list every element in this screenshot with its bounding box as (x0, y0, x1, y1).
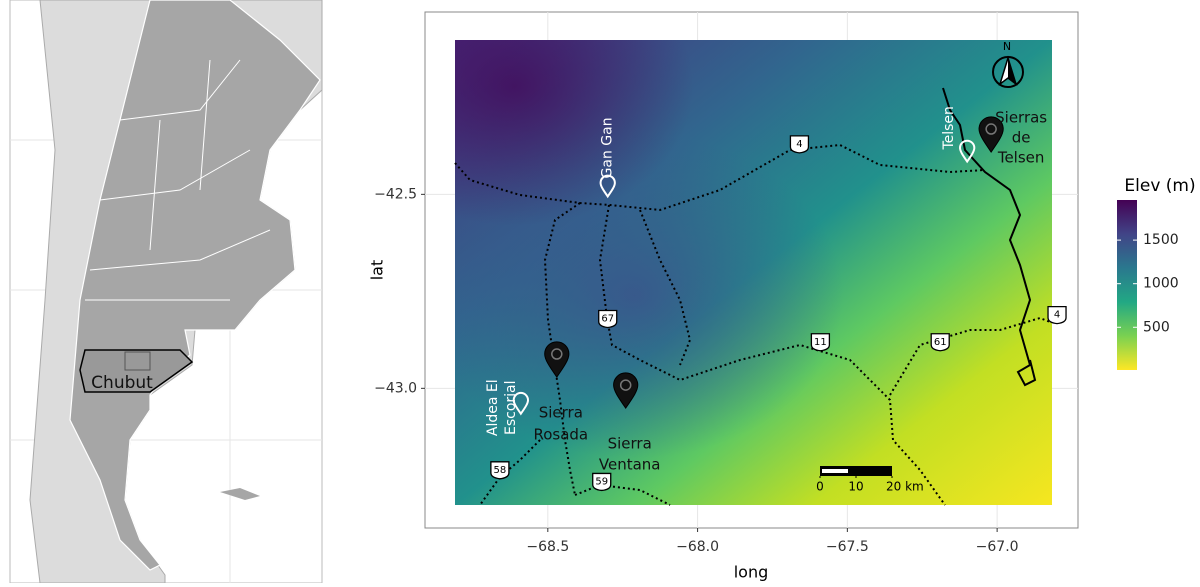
peak-label: Rosada (533, 426, 588, 444)
peak-label: Ventana (599, 456, 661, 474)
x-tick-label: −67.0 (976, 539, 1019, 555)
route-label: 4 (1054, 310, 1060, 321)
route-label: 4 (796, 139, 802, 150)
route-label: 61 (934, 337, 947, 348)
y-axis-title: lat (368, 260, 387, 281)
inset-label: Chubut (91, 373, 153, 393)
route-label: 67 (601, 313, 614, 324)
legend-label: 1500 (1143, 232, 1179, 248)
scale-label: 20 km (886, 480, 924, 494)
place-label: Gan Gan (600, 117, 616, 178)
peak-label: Sierras (995, 109, 1047, 127)
scale-bar-segment (822, 469, 848, 473)
route-label: 11 (814, 337, 827, 348)
inset-map (10, 0, 322, 583)
y-tick-label: −42.5 (374, 186, 417, 202)
scale-label: 10 (848, 480, 863, 494)
legend-bar (1117, 200, 1137, 370)
legend-title: Elev (m) (1124, 176, 1195, 196)
y-tick-label: −43.0 (374, 380, 417, 396)
place-label: Aldea El (485, 379, 501, 436)
north-label: N (1003, 40, 1011, 53)
x-tick-label: −68.0 (676, 539, 719, 555)
place-label: Telsen (941, 106, 957, 150)
peak-label: de (1012, 129, 1031, 147)
place-label: Escorial (503, 380, 519, 435)
peak-label: Telsen (997, 149, 1045, 167)
legend-label: 500 (1143, 319, 1170, 335)
figure: Chubut 4 67 11 61 4 58 59 Gan Gan Telsen Aldea El… (0, 0, 1200, 583)
route-label: 58 (494, 465, 507, 476)
legend-label: 1000 (1143, 276, 1179, 292)
x-axis-title: long (734, 563, 769, 582)
peak-label: Sierra (539, 404, 583, 422)
scale-label: 0 (816, 480, 824, 494)
x-tick-label: −68.5 (526, 539, 569, 555)
x-tick-label: −67.5 (826, 539, 869, 555)
route-label: 59 (595, 476, 608, 487)
peak-label: Sierra (608, 435, 652, 453)
